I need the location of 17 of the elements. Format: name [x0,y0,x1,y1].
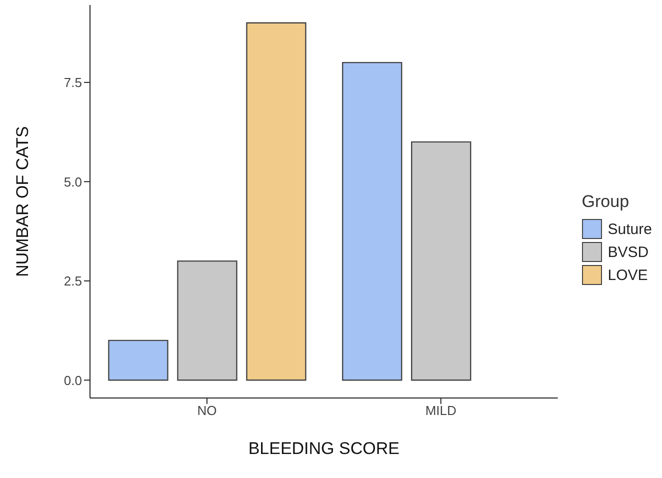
y-axis-title: NUMBAR OF CATS [13,126,32,277]
bar [342,62,402,381]
legend-label: BVSD [608,244,649,260]
bar [246,22,306,381]
legend-title: Group [582,192,630,212]
x-axis-title: BLEEDING SCORE [248,439,400,458]
y-tick-label: 7.5 [64,75,82,90]
x-tick-label: NO [197,403,217,418]
y-tick-label: 0.0 [64,372,82,388]
legend-label: LOVE [608,266,648,284]
y-tick-label: 5.0 [64,174,82,190]
bar [177,260,238,381]
bar [108,340,168,381]
legend-label: Suture [608,220,652,238]
x-tick-label: MILD [425,403,456,418]
bar [411,141,472,381]
y-tick-label: 2.5 [64,274,82,289]
